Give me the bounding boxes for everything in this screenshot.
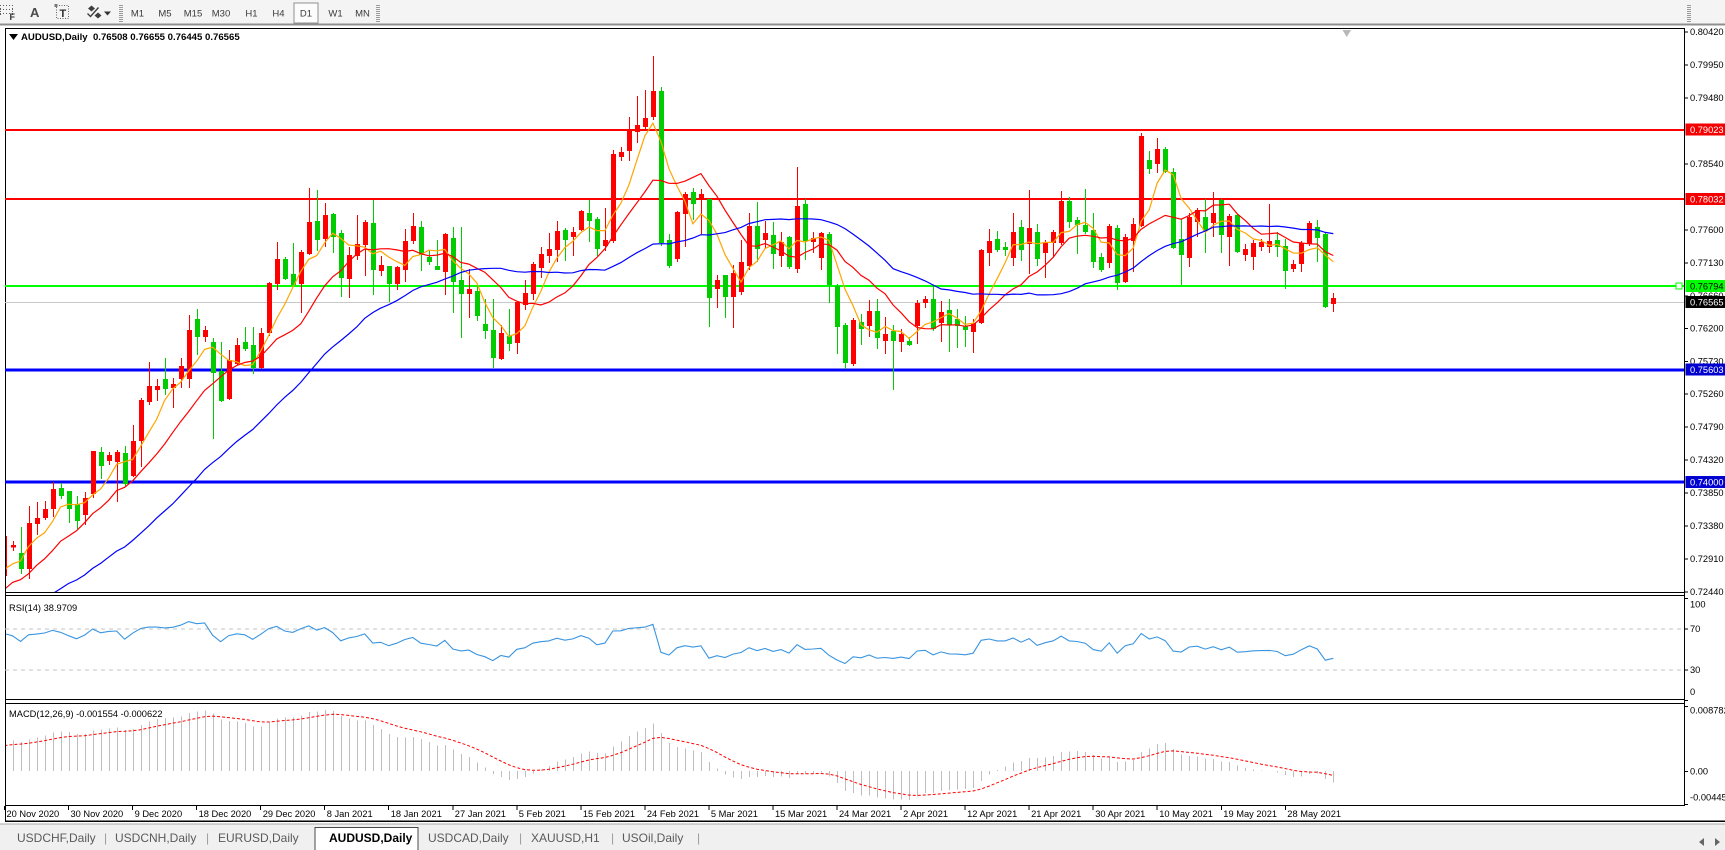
svg-text:0.72440: 0.72440 [1690,587,1724,597]
svg-text:5 Feb 2021: 5 Feb 2021 [519,809,566,819]
svg-text:27 Jan 2021: 27 Jan 2021 [455,809,506,819]
svg-text:21 Apr 2021: 21 Apr 2021 [1031,809,1081,819]
svg-text:W1: W1 [328,9,342,20]
svg-text:|: | [697,831,700,845]
svg-text:0.78540: 0.78540 [1690,159,1724,169]
svg-text:AUDUSD,Daily 0.76508 0.76655: AUDUSD,Daily 0.76508 0.76655 0.76445 0.7… [21,32,240,43]
svg-text:29 Dec 2020: 29 Dec 2020 [263,809,316,819]
svg-text:F: F [10,12,16,22]
svg-text:AUDUSD,Daily: AUDUSD,Daily [329,831,413,845]
svg-text:A: A [30,5,40,20]
svg-text:0.75730: 0.75730 [1690,356,1724,366]
svg-text:9 Dec 2020: 9 Dec 2020 [135,809,183,819]
svg-text:0.79480: 0.79480 [1690,93,1724,103]
svg-text:T: T [60,8,67,20]
svg-text:0.74320: 0.74320 [1690,455,1724,465]
svg-text:0.73380: 0.73380 [1690,521,1724,531]
svg-text:28 May 2021: 28 May 2021 [1287,809,1341,819]
svg-text:0.77600: 0.77600 [1690,225,1724,235]
svg-text:H4: H4 [272,9,284,20]
svg-text:30 Nov 2020: 30 Nov 2020 [71,809,124,819]
svg-text:0.79950: 0.79950 [1690,60,1724,70]
svg-text:0.76565: 0.76565 [1690,298,1724,308]
svg-text:100: 100 [1690,600,1706,610]
svg-text:24 Feb 2021: 24 Feb 2021 [647,809,699,819]
svg-text:0.74000: 0.74000 [1690,478,1724,488]
svg-text:XAUUSD,H1: XAUUSD,H1 [531,831,600,845]
svg-text:0.00: 0.00 [1690,767,1708,777]
svg-text:M5: M5 [158,9,171,20]
svg-text:MACD(12,26,9) -0.001554 -0.000: MACD(12,26,9) -0.001554 -0.000622 [9,709,163,719]
svg-text:0.79023: 0.79023 [1690,125,1724,135]
svg-text:10 May 2021: 10 May 2021 [1159,809,1213,819]
svg-text:D1: D1 [300,9,312,20]
svg-text:USDCHF,Daily: USDCHF,Daily [17,831,96,845]
svg-text:18 Jan 2021: 18 Jan 2021 [391,809,442,819]
svg-text:0.72910: 0.72910 [1690,554,1724,564]
svg-text:M1: M1 [131,9,144,20]
svg-text:0.74790: 0.74790 [1690,422,1724,432]
svg-text:20 Nov 2020: 20 Nov 2020 [7,809,60,819]
svg-text:M30: M30 [212,9,230,20]
svg-text:0.76200: 0.76200 [1690,323,1724,333]
svg-text:|: | [519,831,522,845]
svg-text:30 Apr 2021: 30 Apr 2021 [1095,809,1145,819]
svg-text:0: 0 [1690,687,1695,697]
svg-text:19 May 2021: 19 May 2021 [1223,809,1277,819]
svg-text:5 Mar 2021: 5 Mar 2021 [711,809,758,819]
svg-text:EURUSD,Daily: EURUSD,Daily [218,831,299,845]
svg-text:0.76660: 0.76660 [1690,291,1724,301]
svg-text:H1: H1 [245,9,257,20]
svg-text:USDCAD,Daily: USDCAD,Daily [428,831,509,845]
svg-text:15 Feb 2021: 15 Feb 2021 [583,809,635,819]
svg-text:0.75603: 0.75603 [1690,365,1724,375]
svg-text:15 Mar 2021: 15 Mar 2021 [775,809,827,819]
svg-text:|: | [104,831,107,845]
svg-text:30: 30 [1690,665,1700,675]
svg-text:12 Apr 2021: 12 Apr 2021 [967,809,1017,819]
svg-text:0.78032: 0.78032 [1690,195,1724,205]
svg-text:MN: MN [355,9,370,20]
svg-text:0.77130: 0.77130 [1690,258,1724,268]
svg-text:24 Mar 2021: 24 Mar 2021 [839,809,891,819]
svg-text:M15: M15 [184,9,202,20]
svg-text:|: | [206,831,209,845]
svg-text:0.75260: 0.75260 [1690,389,1724,399]
svg-text:18 Dec 2020: 18 Dec 2020 [199,809,252,819]
svg-text:0.76794: 0.76794 [1690,282,1724,292]
svg-text:70: 70 [1690,624,1700,634]
svg-text:0.73850: 0.73850 [1690,488,1724,498]
svg-text:USDCNH,Daily: USDCNH,Daily [115,831,196,845]
svg-text:USOil,Daily: USOil,Daily [622,831,683,845]
svg-text:0.80420: 0.80420 [1690,27,1724,37]
svg-text:|: | [611,831,614,845]
svg-text:RSI(14) 38.9709: RSI(14) 38.9709 [9,603,77,613]
svg-text:8 Jan 2021: 8 Jan 2021 [327,809,373,819]
svg-text:2 Apr 2021: 2 Apr 2021 [903,809,948,819]
svg-text:-0.00445: -0.00445 [1690,793,1725,803]
svg-text:0.008782: 0.008782 [1690,706,1725,716]
